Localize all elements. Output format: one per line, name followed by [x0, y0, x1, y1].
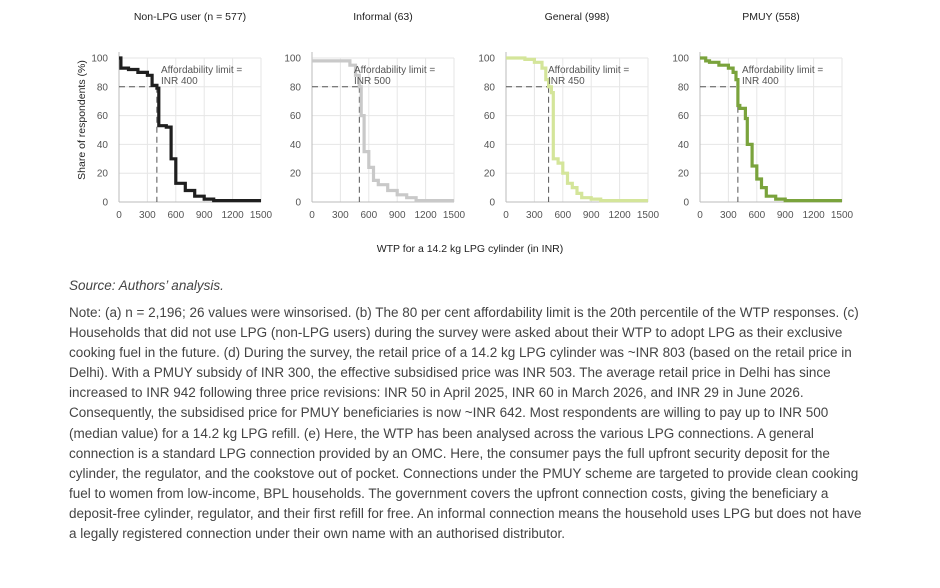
annotation-text: INR 450 [548, 76, 585, 87]
x-tick-label: 1500 [443, 210, 466, 221]
panel-title: General (998) [545, 11, 610, 23]
y-tick-label: 60 [678, 111, 690, 122]
x-tick-label: 600 [554, 210, 571, 221]
y-tick-label: 80 [678, 82, 690, 93]
annotation-text: Affordability limit = [161, 65, 242, 76]
x-tick-label: 300 [332, 210, 349, 221]
y-tick-label: 0 [102, 198, 108, 209]
x-tick-label: 600 [748, 210, 765, 221]
panel-title: Non-LPG user (n = 577) [134, 11, 246, 23]
x-tick-label: 1500 [250, 210, 273, 221]
annotation-text: Affordability limit = [548, 65, 629, 76]
panel-title: PMUY (558) [742, 11, 800, 23]
annotation-text: Affordability limit = [354, 65, 435, 76]
x-tick-label: 1200 [221, 210, 244, 221]
y-tick-label: 80 [290, 82, 302, 93]
y-tick-label: 40 [290, 140, 302, 151]
y-tick-label: 20 [97, 169, 109, 180]
x-tick-label: 900 [777, 210, 794, 221]
series-line [700, 56, 842, 203]
x-tick-label: 900 [196, 210, 213, 221]
x-axis-label: WTP for a 14.2 kg LPG cylinder (in INR) [376, 243, 564, 255]
small-multiples-chart: Share of respondents (%) 0 20 40 60 80 100 0 30… [76, 11, 854, 221]
y-tick-label: 100 [478, 54, 495, 65]
y-tick-label: 40 [97, 140, 109, 151]
source-text: Source: Authors’ analysis. [69, 278, 224, 293]
y-tick-label: 100 [672, 54, 689, 65]
y-tick-label: 100 [284, 54, 301, 65]
x-tick-label: 0 [503, 210, 509, 221]
x-tick-label: 600 [360, 210, 377, 221]
annotation-text: Affordability limit = [742, 65, 823, 76]
series-line [312, 59, 454, 203]
y-tick-label: 0 [489, 198, 495, 209]
x-tick-label: 1200 [802, 210, 825, 221]
x-tick-label: 600 [167, 210, 184, 221]
annotation-text: INR 400 [161, 76, 198, 87]
y-tick-label: 60 [484, 111, 496, 122]
x-tick-label: 300 [139, 210, 156, 221]
x-tick-label: 1500 [637, 210, 660, 221]
y-tick-label: 40 [678, 140, 690, 151]
x-tick-label: 0 [116, 210, 122, 221]
y-tick-label: 60 [290, 111, 302, 122]
y-tick-label: 60 [97, 111, 109, 122]
series-line [119, 56, 261, 203]
y-tick-label: 20 [484, 169, 496, 180]
y-axis-label: Share of respondents (%) [76, 60, 88, 180]
x-tick-label: 1500 [831, 210, 854, 221]
y-tick-label: 40 [484, 140, 496, 151]
x-tick-label: 900 [583, 210, 600, 221]
note-text: Note: (a) n = 2,196; 26 values were wins… [69, 305, 862, 542]
x-tick-label: 1200 [414, 210, 437, 221]
panel-title: Informal (63) [353, 11, 413, 23]
y-tick-label: 20 [678, 169, 690, 180]
x-tick-label: 300 [720, 210, 737, 221]
x-tick-label: 1200 [608, 210, 631, 221]
y-tick-label: 100 [91, 54, 108, 65]
series-line [506, 56, 648, 203]
x-tick-label: 0 [309, 210, 315, 221]
y-tick-label: 0 [295, 198, 301, 209]
annotation-text: INR 500 [354, 76, 391, 87]
x-tick-label: 300 [526, 210, 543, 221]
y-tick-label: 0 [683, 198, 689, 209]
annotation-text: INR 400 [742, 76, 779, 87]
y-tick-label: 80 [484, 82, 496, 93]
y-tick-label: 20 [290, 169, 302, 180]
y-tick-label: 80 [97, 82, 109, 93]
x-tick-label: 900 [389, 210, 406, 221]
x-tick-label: 0 [697, 210, 703, 221]
